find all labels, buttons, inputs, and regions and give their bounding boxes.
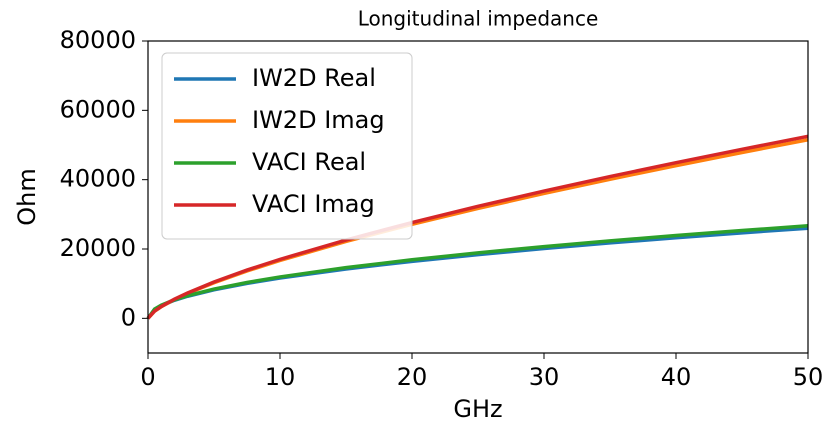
chart-title: Longitudinal impedance (358, 7, 599, 31)
y-tick-label: 40000 (60, 165, 136, 193)
y-tick-label: 0 (121, 303, 136, 331)
legend-label: IW2D Real (252, 64, 376, 92)
series-line (146, 134, 809, 320)
legend-box (161, 52, 413, 240)
y-axis-label: Ohm (13, 168, 41, 225)
legend-label: IW2D Imag (252, 106, 385, 134)
x-tick-label: 0 (140, 363, 155, 391)
legend-label: VACI Imag (252, 190, 375, 218)
x-axis-label: GHz (453, 395, 502, 423)
x-tick-label: 30 (529, 363, 560, 391)
legend-label: VACI Real (252, 148, 366, 176)
x-tick-label: 20 (397, 363, 428, 391)
series-line (146, 226, 809, 320)
y-tick-label: 20000 (60, 234, 136, 262)
x-tick-label: 10 (265, 363, 296, 391)
x-tick-label: 50 (793, 363, 824, 391)
plot-frame (147, 40, 809, 354)
y-tick-label: 60000 (60, 95, 136, 123)
y-tick-label: 80000 (60, 26, 136, 54)
x-tick-label: 40 (661, 363, 692, 391)
